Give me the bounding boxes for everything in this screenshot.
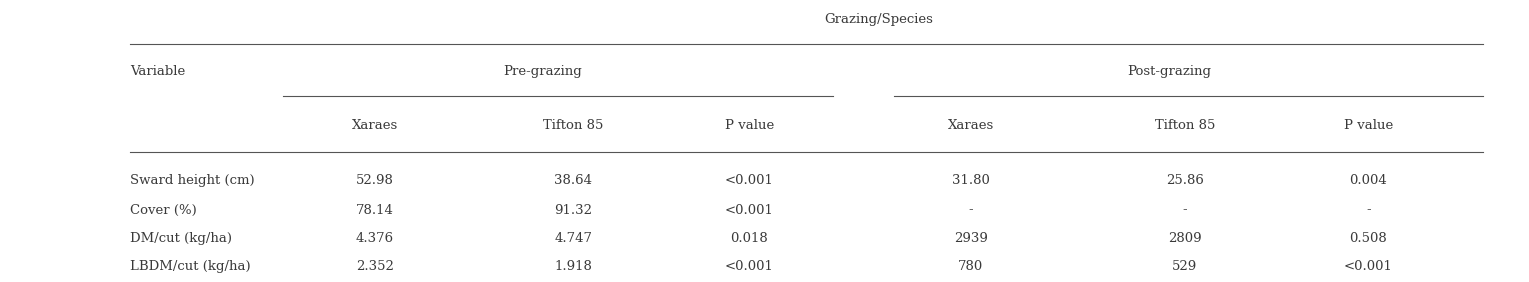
Text: Sward height (cm): Sward height (cm) — [130, 174, 255, 187]
Text: <0.001: <0.001 — [725, 260, 774, 273]
Text: DM/cut (kg/ha): DM/cut (kg/ha) — [130, 232, 232, 245]
Text: 1.918: 1.918 — [555, 260, 592, 273]
Text: 31.80: 31.80 — [953, 174, 989, 187]
Text: 52.98: 52.98 — [356, 174, 393, 187]
Text: P value: P value — [1344, 119, 1393, 132]
Text: Xaraes: Xaraes — [352, 119, 398, 132]
Text: 2.352: 2.352 — [356, 260, 393, 273]
Text: 4.376: 4.376 — [356, 232, 393, 245]
Text: 529: 529 — [1173, 260, 1197, 273]
Text: -: - — [968, 204, 974, 217]
Text: Grazing/Species: Grazing/Species — [824, 13, 934, 26]
Text: 0.508: 0.508 — [1350, 232, 1387, 245]
Text: 38.64: 38.64 — [555, 174, 592, 187]
Text: Xaraes: Xaraes — [948, 119, 994, 132]
Text: 78.14: 78.14 — [356, 204, 393, 217]
Text: Tifton 85: Tifton 85 — [1154, 119, 1216, 132]
Text: 91.32: 91.32 — [555, 204, 592, 217]
Text: 780: 780 — [959, 260, 983, 273]
Text: <0.001: <0.001 — [725, 174, 774, 187]
Text: 25.86: 25.86 — [1167, 174, 1203, 187]
Text: 0.018: 0.018 — [731, 232, 768, 245]
Text: Post-grazing: Post-grazing — [1128, 65, 1211, 78]
Text: P value: P value — [725, 119, 774, 132]
Text: 0.004: 0.004 — [1350, 174, 1387, 187]
Text: Cover (%): Cover (%) — [130, 204, 197, 217]
Text: Pre-grazing: Pre-grazing — [503, 65, 583, 78]
Text: Tifton 85: Tifton 85 — [543, 119, 604, 132]
Text: LBDM/cut (kg/ha): LBDM/cut (kg/ha) — [130, 260, 251, 273]
Text: <0.001: <0.001 — [725, 204, 774, 217]
Text: Variable: Variable — [130, 65, 185, 78]
Text: -: - — [1365, 204, 1372, 217]
Text: <0.001: <0.001 — [1344, 260, 1393, 273]
Text: 4.747: 4.747 — [555, 232, 592, 245]
Text: 2809: 2809 — [1168, 232, 1202, 245]
Text: 2939: 2939 — [954, 232, 988, 245]
Text: -: - — [1182, 204, 1188, 217]
